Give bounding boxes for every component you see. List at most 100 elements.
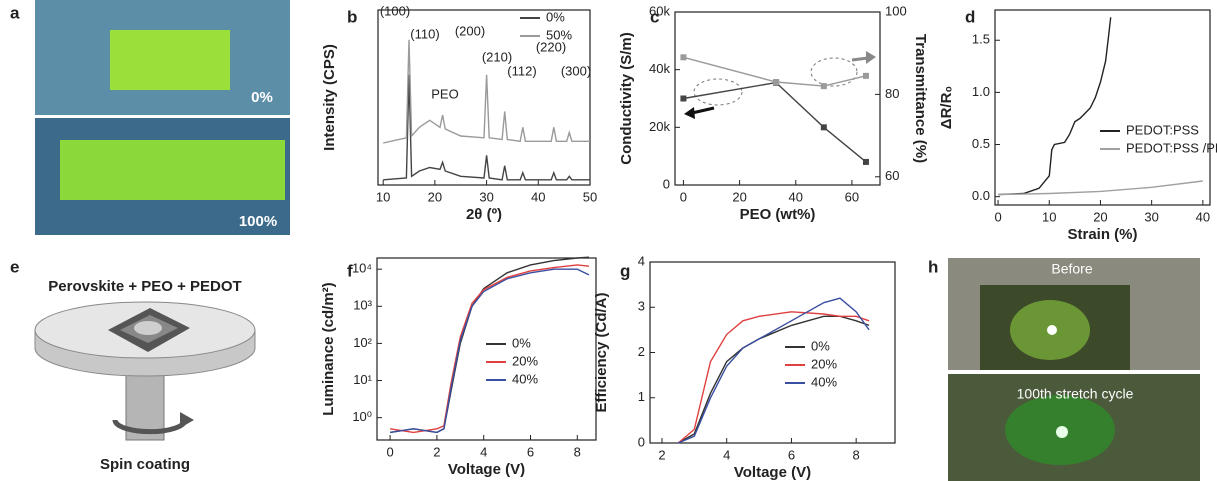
series-line bbox=[389, 268, 590, 434]
x-tick-label: 2 bbox=[658, 447, 665, 462]
x-axis-label: Strain (%) bbox=[1067, 226, 1137, 243]
annotation: (100) bbox=[380, 3, 410, 18]
x-axis-label: Voltage (V) bbox=[448, 461, 525, 478]
panel-e-diagram: e Perovskite + PEO + PEDOT Spin coating bbox=[10, 257, 256, 473]
panel-label: f bbox=[347, 261, 353, 280]
legend-label: PEDOT:PSS /PEO bbox=[1126, 140, 1217, 155]
annotation: PEO bbox=[431, 86, 458, 101]
x-tick-label: 50 bbox=[583, 189, 597, 204]
marker bbox=[862, 72, 869, 79]
x-tick-label: 8 bbox=[853, 447, 860, 462]
series-line bbox=[389, 264, 590, 434]
plot-frame bbox=[376, 257, 597, 441]
y-axis-label: Efficiency (Cd/A) bbox=[593, 292, 610, 412]
plot-frame bbox=[377, 9, 591, 186]
x-tick-label: 0 bbox=[994, 209, 1001, 224]
x-tick-label: 8 bbox=[574, 444, 581, 459]
legend-label: 0% bbox=[811, 338, 830, 353]
x-axis-label: Voltage (V) bbox=[734, 464, 811, 481]
x-tick-label: 10 bbox=[376, 189, 390, 204]
y-tick-label: 0.5 bbox=[972, 136, 990, 151]
y-tick-label: 1 bbox=[638, 389, 645, 404]
caption: Spin coating bbox=[100, 456, 190, 473]
y-tick-label: 2 bbox=[638, 344, 645, 359]
y-tick-label: 20k bbox=[649, 119, 670, 134]
y-tick-label: 10³ bbox=[353, 298, 372, 313]
y-axis-label: Luminance (cd/m²) bbox=[320, 282, 337, 415]
caption: Before bbox=[1051, 261, 1092, 277]
x-tick-label: 20 bbox=[428, 189, 442, 204]
y-axis-label: Intensity (CPS) bbox=[321, 44, 338, 151]
x-tick-label: 6 bbox=[788, 447, 795, 462]
panel-label: b bbox=[347, 7, 357, 26]
plot-frame bbox=[674, 11, 881, 186]
y-axis-label: Conductivity (S/m) bbox=[618, 32, 635, 165]
y-tick-label: 10⁴ bbox=[352, 261, 372, 276]
panel-label: g bbox=[620, 261, 630, 280]
y2-axis-label: Transmittance (%) bbox=[912, 34, 929, 163]
annotation: (210) bbox=[482, 49, 512, 64]
legend-label: 0% bbox=[512, 335, 531, 350]
plot-frame bbox=[994, 9, 1211, 206]
x-tick-label: 60 bbox=[845, 189, 859, 204]
x-tick-label: 40 bbox=[789, 189, 803, 204]
legend-label: 50% bbox=[546, 27, 572, 42]
legend-label: 40% bbox=[512, 371, 538, 386]
annotation: (112) bbox=[507, 63, 536, 78]
series-line bbox=[383, 74, 590, 181]
y-tick-label: 3 bbox=[638, 299, 645, 314]
x-tick-label: 20 bbox=[1093, 209, 1107, 224]
series-line bbox=[677, 311, 870, 444]
caption: 100th stretch cycle bbox=[1017, 386, 1134, 402]
x-tick-label: 30 bbox=[1144, 209, 1158, 224]
y-tick-label: 0.0 bbox=[972, 188, 990, 203]
panel-a-photo: a 0% 100% bbox=[10, 0, 290, 235]
panel-label: e bbox=[10, 257, 19, 276]
x-tick-label: 2 bbox=[433, 444, 440, 459]
annotation: (300) bbox=[561, 63, 591, 78]
series-line bbox=[683, 81, 867, 163]
marker bbox=[680, 54, 687, 61]
y-tick-label: 4 bbox=[638, 253, 645, 268]
annotation: (220) bbox=[536, 39, 566, 54]
y2-tick-label: 80 bbox=[885, 86, 899, 101]
legend-label: 0% bbox=[546, 9, 565, 24]
marker bbox=[820, 124, 827, 131]
annotation: (200) bbox=[455, 23, 485, 38]
series-line bbox=[677, 297, 870, 444]
panel-label: c bbox=[650, 7, 659, 26]
legend-label: 20% bbox=[811, 356, 837, 371]
x-tick-label: 10 bbox=[1042, 209, 1056, 224]
y-tick-label: 10² bbox=[353, 335, 372, 350]
x-tick-label: 40 bbox=[531, 189, 545, 204]
x-tick-label: 6 bbox=[527, 444, 534, 459]
series-line bbox=[998, 17, 1112, 196]
series-line bbox=[998, 180, 1203, 196]
marker bbox=[862, 158, 869, 165]
x-axis-label: 2θ (º) bbox=[466, 206, 502, 223]
caption: Perovskite + PEO + PEDOT bbox=[48, 278, 241, 295]
panel-label: a bbox=[10, 3, 20, 22]
legend-label: PEDOT:PSS bbox=[1126, 122, 1199, 137]
caption: 100% bbox=[239, 213, 277, 230]
series-line bbox=[383, 39, 590, 144]
legend-label: 20% bbox=[512, 353, 538, 368]
caption: 0% bbox=[251, 89, 273, 106]
y-tick-label: 60k bbox=[649, 3, 670, 18]
x-tick-label: 30 bbox=[479, 189, 493, 204]
y-tick-label: 0 bbox=[663, 176, 670, 191]
series-line bbox=[683, 56, 867, 87]
x-tick-label: 40 bbox=[1196, 209, 1210, 224]
panel-h-photo: h Before 100th stretch cycle bbox=[928, 257, 1200, 481]
x-tick-label: 4 bbox=[723, 447, 730, 462]
y-axis-label: ΔR/R₀ bbox=[938, 86, 955, 129]
panel-label: d bbox=[965, 7, 975, 26]
y-tick-label: 1.0 bbox=[972, 84, 990, 99]
y-tick-label: 1.5 bbox=[972, 32, 990, 47]
x-tick-label: 4 bbox=[480, 444, 487, 459]
annotation: (110) bbox=[410, 26, 439, 41]
x-axis-label: PEO (wt%) bbox=[740, 206, 816, 223]
marker bbox=[680, 95, 687, 102]
marker bbox=[773, 79, 780, 86]
